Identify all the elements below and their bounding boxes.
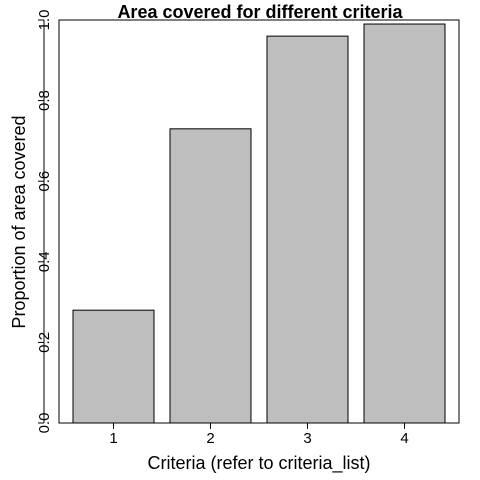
y-axis: 0.0 0.2 0.4 0.6 0.8 1.0: [36, 10, 53, 434]
bars-group: [72, 23, 446, 424]
bar-2: [169, 128, 252, 424]
y-tick-label: 0.2: [36, 332, 53, 353]
x-axis-label: Criteria (refer to criteria_list): [147, 453, 370, 474]
y-tick-label: 0.6: [36, 171, 53, 192]
y-tick-label: 0.0: [36, 413, 53, 434]
y-tick-label: 0.4: [36, 251, 53, 272]
y-tick-label: 0.8: [36, 90, 53, 111]
x-tick-label: 2: [206, 430, 214, 447]
y-axis-label: Proportion of area covered: [9, 115, 29, 328]
x-tick-label: 3: [303, 430, 311, 447]
plot-box: [58, 19, 460, 424]
x-tick-label: 4: [400, 430, 408, 447]
chart-title: Area covered for different criteria: [117, 2, 403, 22]
x-tick-label: 1: [109, 430, 117, 447]
bar-1: [72, 309, 155, 424]
y-tick-label: 1.0: [36, 10, 53, 31]
bar-4: [363, 23, 446, 424]
bar-3: [266, 35, 349, 424]
x-axis: 1 2 3 4: [109, 423, 409, 447]
